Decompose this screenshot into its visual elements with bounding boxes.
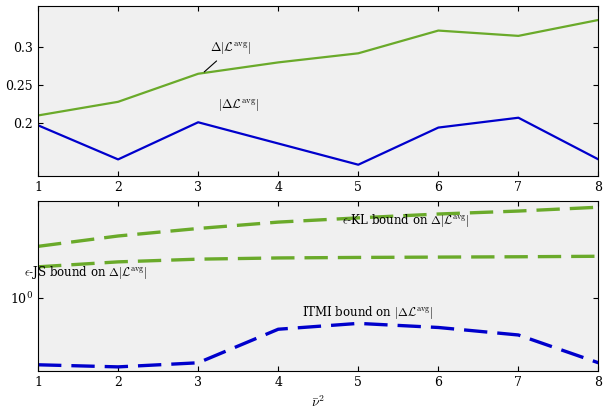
Text: $\Delta|\mathcal{L}^{\mathrm{avg}}|$: $\Delta|\mathcal{L}^{\mathrm{avg}}|$ bbox=[204, 40, 251, 72]
Text: $|\Delta\mathcal{L}^{\mathrm{avg}}|$: $|\Delta\mathcal{L}^{\mathrm{avg}}|$ bbox=[218, 97, 260, 113]
Text: ITMI bound on $|\Delta\mathcal{L}^{\mathrm{avg}}|$: ITMI bound on $|\Delta\mathcal{L}^{\math… bbox=[302, 304, 434, 321]
X-axis label: $\bar{\nu}^2$: $\bar{\nu}^2$ bbox=[311, 395, 325, 411]
Text: $\epsilon$-KL bound on $\Delta|\mathcal{L}^{\mathrm{avg}}|$: $\epsilon$-KL bound on $\Delta|\mathcal{… bbox=[342, 213, 470, 229]
Text: $\epsilon$-JS bound on $\Delta|\mathcal{L}^{\mathrm{avg}}|$: $\epsilon$-JS bound on $\Delta|\mathcal{… bbox=[24, 264, 147, 281]
